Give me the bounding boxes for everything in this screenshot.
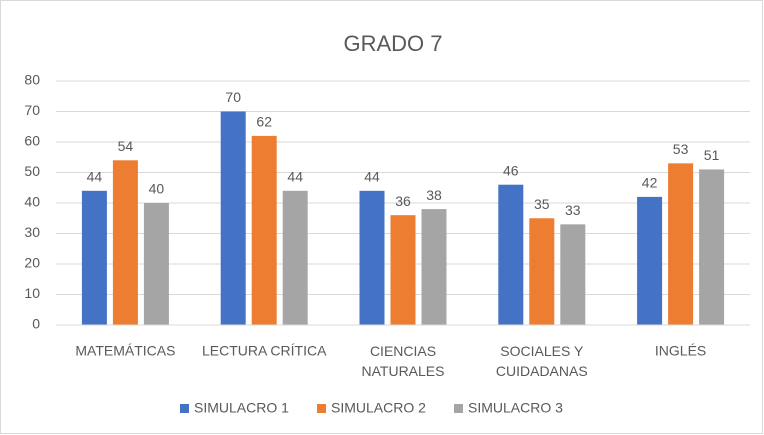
data-label: 38 xyxy=(426,187,442,203)
legend-label: SIMULACRO 1 xyxy=(194,400,289,416)
x-tick-label: SOCIALES Y CUIDADANAS xyxy=(496,343,588,379)
bar xyxy=(529,218,555,325)
data-label: 62 xyxy=(256,114,272,130)
bar xyxy=(112,160,138,325)
data-label: 33 xyxy=(565,202,581,218)
bar xyxy=(390,215,416,325)
data-label: 70 xyxy=(225,89,241,105)
legend-swatch xyxy=(317,404,326,413)
data-label: 53 xyxy=(673,141,689,157)
x-tick-label: CIENCIAS NATURALES xyxy=(362,343,445,379)
bar xyxy=(359,190,385,325)
y-tick-label: 50 xyxy=(24,163,40,179)
bar xyxy=(220,111,246,325)
bar xyxy=(143,203,169,325)
bar xyxy=(498,184,524,325)
data-label: 42 xyxy=(642,175,658,191)
y-tick-label: 20 xyxy=(24,255,40,271)
bar xyxy=(668,163,694,325)
legend-label: SIMULACRO 2 xyxy=(331,400,426,416)
bar xyxy=(81,190,107,325)
chart-title: GRADO 7 xyxy=(343,31,442,56)
legend-label: SIMULACRO 3 xyxy=(468,400,563,416)
x-tick-label: LECTURA CRÍTICA xyxy=(202,343,327,359)
y-tick-label: 60 xyxy=(24,133,40,149)
data-label: 35 xyxy=(534,196,550,212)
legend-swatch xyxy=(180,404,189,413)
bar xyxy=(699,169,725,325)
data-label: 36 xyxy=(395,193,411,209)
bar xyxy=(251,135,277,325)
data-label: 40 xyxy=(149,181,165,197)
y-tick-label: 10 xyxy=(24,285,40,301)
y-tick-label: 40 xyxy=(24,194,40,210)
bar xyxy=(560,224,586,325)
data-label: 44 xyxy=(87,169,103,185)
x-tick-label: INGLÉS xyxy=(655,343,706,359)
y-tick-label: 0 xyxy=(32,316,40,332)
data-label: 46 xyxy=(503,162,519,178)
y-tick-label: 70 xyxy=(24,102,40,118)
y-tick-label: 30 xyxy=(24,224,40,240)
data-label: 54 xyxy=(118,138,134,154)
bar xyxy=(421,209,447,325)
x-tick-label: MATEMÁTICAS xyxy=(75,343,175,359)
data-label: 51 xyxy=(704,147,720,163)
bar xyxy=(282,190,308,325)
legend-swatch xyxy=(454,404,463,413)
data-label: 44 xyxy=(287,169,303,185)
y-tick-label: 80 xyxy=(24,72,40,88)
bar xyxy=(637,196,663,325)
data-label: 44 xyxy=(364,169,380,185)
